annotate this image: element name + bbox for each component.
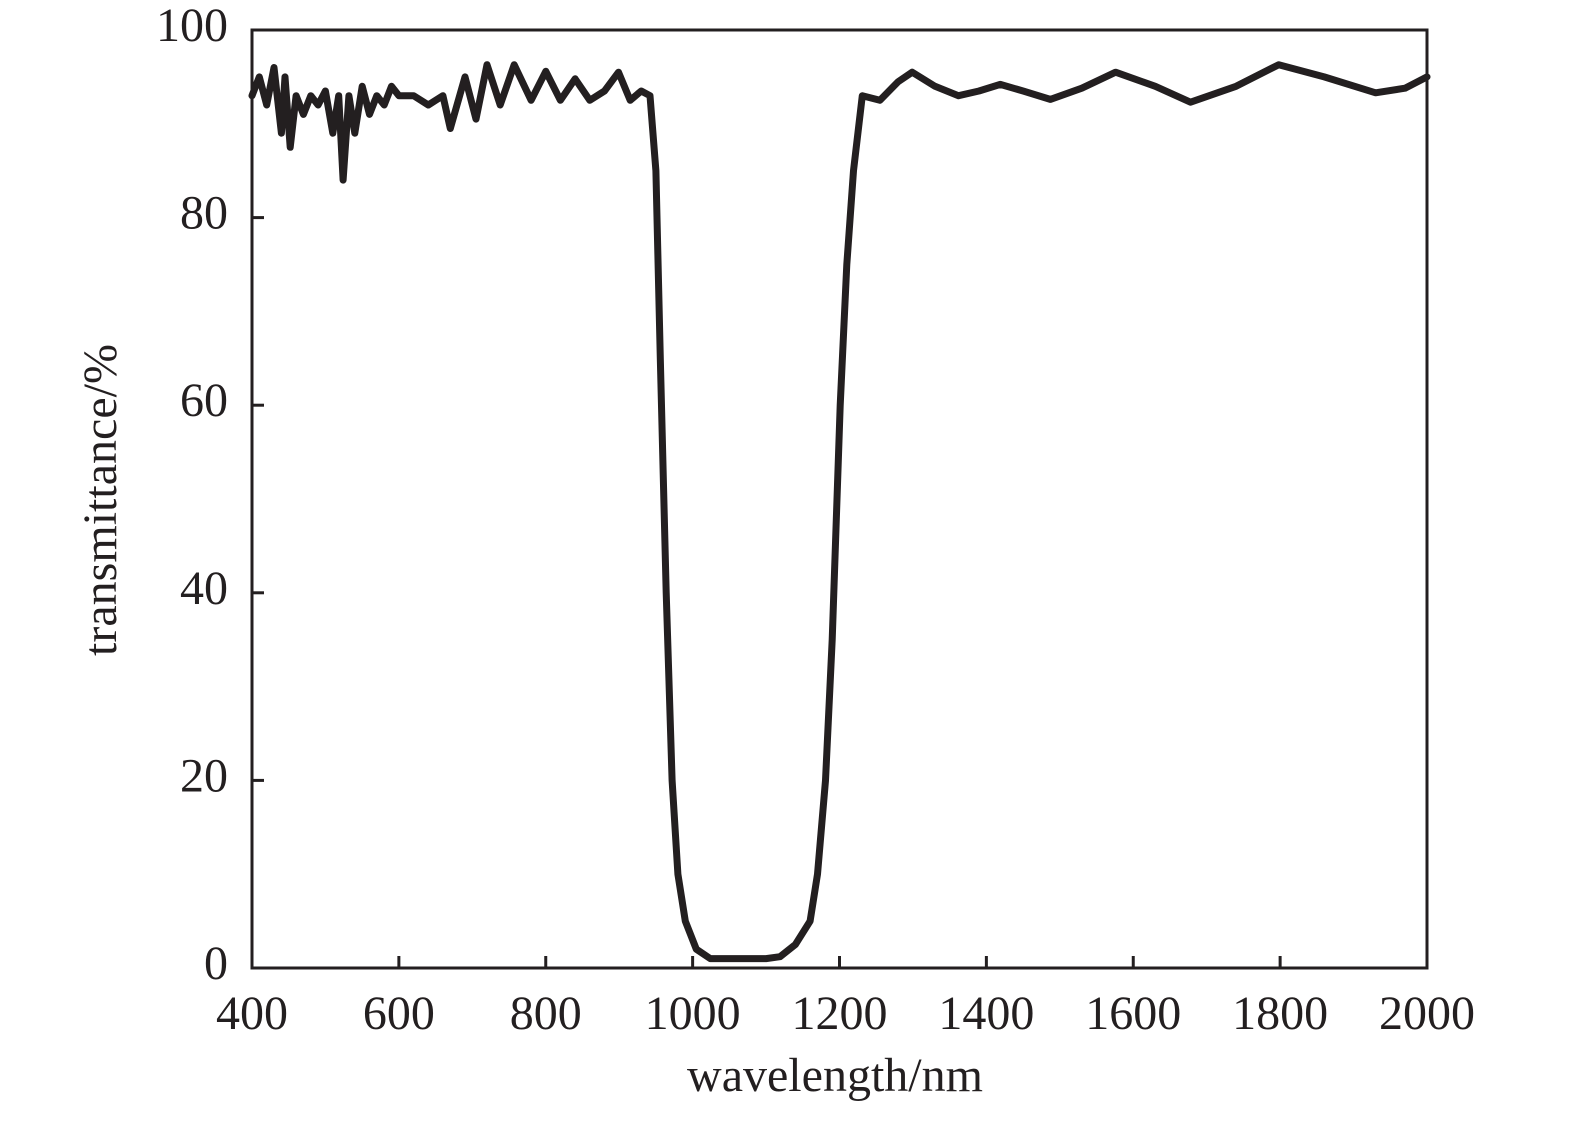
y-tick-label: 100	[156, 0, 228, 52]
x-tick-label: 1000	[645, 987, 741, 1040]
y-axis-label: transmittance/%	[74, 344, 127, 656]
x-tick-label: 1400	[938, 987, 1034, 1040]
x-tick-label: 600	[363, 987, 435, 1040]
x-axis-label: wavelength/nm	[687, 1049, 983, 1102]
x-tick-label: 1600	[1085, 987, 1181, 1040]
x-tick-label: 1200	[792, 987, 888, 1040]
x-tick-label: 2000	[1379, 987, 1475, 1040]
y-tick-label: 20	[180, 749, 228, 802]
y-tick-label: 60	[180, 374, 228, 427]
y-tick-label: 80	[180, 187, 228, 240]
y-tick-label: 40	[180, 562, 228, 615]
data-line	[248, 61, 1431, 963]
x-tick-label: 800	[510, 987, 582, 1040]
x-tick-label: 400	[216, 987, 288, 1040]
y-tick-label: 0	[204, 937, 228, 990]
x-tick-label: 1800	[1232, 987, 1328, 1040]
